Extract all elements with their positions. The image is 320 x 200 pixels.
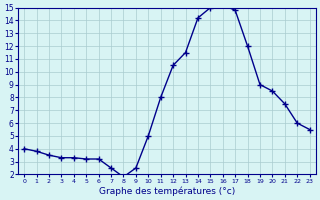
X-axis label: Graphe des températures (°c): Graphe des températures (°c) <box>99 186 235 196</box>
